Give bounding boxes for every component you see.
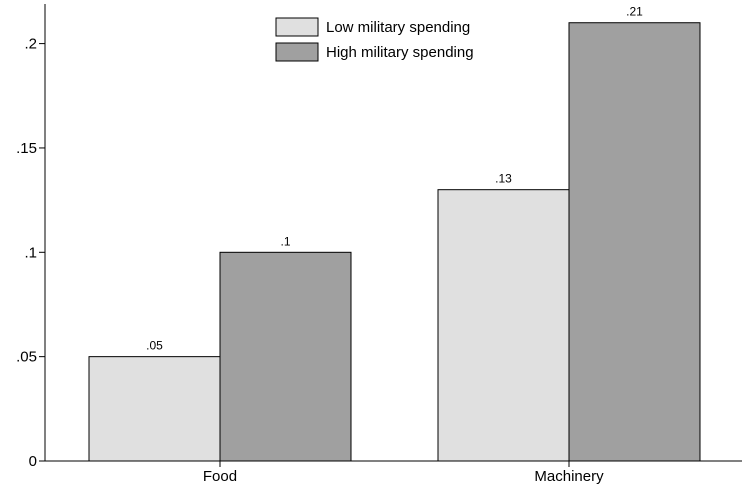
x-category-label: Food [203,468,237,485]
y-tick-label: .15 [16,140,37,157]
bars: .05 .1 .13 .21 [88,5,701,462]
bar [437,189,570,462]
y-tick-label: .05 [16,349,37,366]
bar-value-label: .05 [146,339,163,353]
y-axis: 0 .05 .1 .15 .2 [16,4,46,470]
bar-value-label: .13 [495,172,512,186]
legend-label: Low military spending [326,19,470,36]
legend-label: High military spending [326,44,474,61]
bar [219,251,352,462]
legend-swatch [275,17,319,37]
y-tick-label: 0 [29,453,37,470]
bar-value-label: .1 [280,234,290,248]
y-tick-label: .2 [24,36,37,53]
x-axis: Food Machinery [45,460,742,485]
bar [88,356,221,462]
x-category-label: Machinery [534,468,604,485]
bar [568,22,701,462]
y-tick-label: .1 [24,244,37,261]
legend: Low military spending High military spend… [275,17,474,62]
legend-swatch [275,42,319,62]
bar-value-label: .21 [626,5,643,19]
